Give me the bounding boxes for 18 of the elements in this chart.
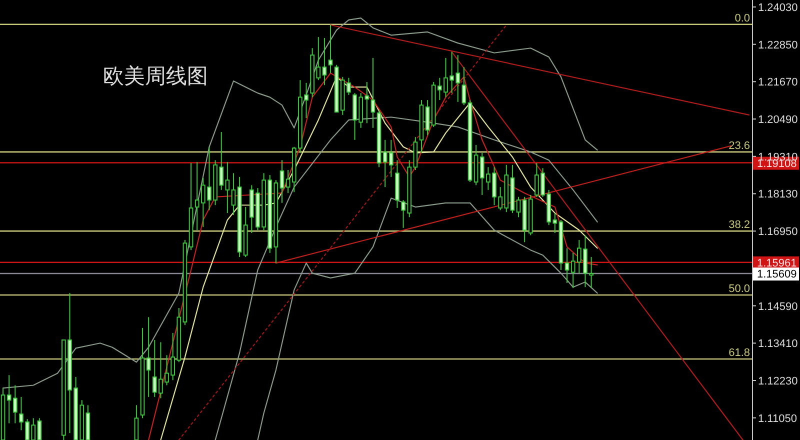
text: 欧美周线图 — [103, 65, 208, 88]
y-tick-label: 1.11050 — [758, 412, 797, 425]
annotation: 61.8 — [728, 346, 750, 359]
annotation: 23.6 — [728, 140, 750, 152]
y-tick-label: 1.20490 — [758, 114, 798, 126]
annotation: 0.0 — [734, 12, 750, 24]
y-tick-label: 1.21670 — [758, 76, 798, 89]
annotation: 38.2 — [728, 219, 750, 232]
ref-line-label: 1.15609 — [757, 268, 797, 281]
y-tick-label: 1.18130 — [758, 188, 798, 201]
y-tick-label: 1.22850 — [758, 39, 798, 52]
y-tick-label: 1.12230 — [758, 375, 798, 388]
y-tick-label: 1.13410 — [758, 338, 798, 350]
annotation: 50.0 — [728, 283, 750, 296]
ref-line-label: 1.15961 — [757, 257, 797, 270]
y-tick-label: 1.16950 — [758, 226, 798, 238]
y-tick-label: 1.14590 — [758, 300, 798, 313]
y-tick-label: 1.24030 — [758, 2, 798, 14]
